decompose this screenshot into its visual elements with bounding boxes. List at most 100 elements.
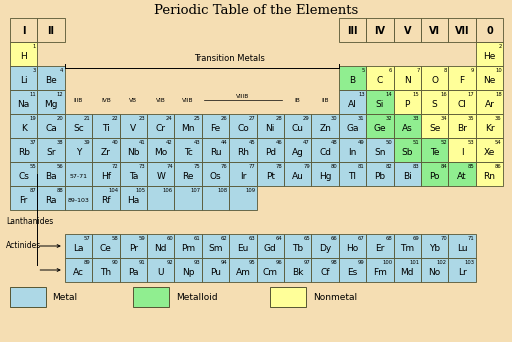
Text: 81: 81 bbox=[358, 164, 365, 169]
Text: Nd: Nd bbox=[155, 245, 167, 253]
Text: Cm: Cm bbox=[263, 268, 278, 277]
Bar bbox=[394, 258, 421, 282]
Text: Lr: Lr bbox=[458, 268, 466, 277]
Text: 61: 61 bbox=[194, 236, 200, 241]
Bar bbox=[421, 162, 449, 186]
Bar bbox=[175, 234, 202, 258]
Bar bbox=[10, 66, 37, 90]
Bar bbox=[10, 186, 37, 210]
Bar bbox=[175, 186, 202, 210]
Text: 93: 93 bbox=[194, 260, 200, 265]
Bar bbox=[366, 258, 394, 282]
Bar bbox=[229, 138, 257, 162]
Text: VIIB: VIIB bbox=[182, 98, 194, 103]
Text: Pu: Pu bbox=[210, 268, 221, 277]
Bar bbox=[366, 138, 394, 162]
Bar bbox=[421, 66, 449, 90]
Text: Mn: Mn bbox=[181, 124, 195, 133]
Text: 55: 55 bbox=[29, 164, 36, 169]
Text: Ne: Ne bbox=[483, 76, 496, 86]
Text: Ti: Ti bbox=[102, 124, 110, 133]
Text: 64: 64 bbox=[276, 236, 283, 241]
Text: 100: 100 bbox=[382, 260, 392, 265]
Text: 73: 73 bbox=[139, 164, 145, 169]
Text: 34: 34 bbox=[440, 116, 447, 121]
Text: III: III bbox=[347, 26, 358, 36]
Text: Zn: Zn bbox=[319, 124, 331, 133]
Bar bbox=[65, 114, 92, 138]
Bar bbox=[202, 114, 229, 138]
Text: 107: 107 bbox=[190, 188, 200, 193]
Text: Cs: Cs bbox=[18, 172, 29, 181]
Text: Xe: Xe bbox=[484, 148, 495, 157]
Text: U: U bbox=[158, 268, 164, 277]
Text: Ar: Ar bbox=[484, 101, 495, 109]
Bar bbox=[284, 234, 311, 258]
Text: Zr: Zr bbox=[101, 148, 111, 157]
Text: Ni: Ni bbox=[266, 124, 275, 133]
Text: Dy: Dy bbox=[319, 245, 331, 253]
Bar bbox=[229, 162, 257, 186]
Bar bbox=[394, 234, 421, 258]
Bar bbox=[394, 90, 421, 114]
Text: Ge: Ge bbox=[374, 124, 386, 133]
Text: 72: 72 bbox=[111, 164, 118, 169]
Bar bbox=[366, 18, 394, 42]
Bar bbox=[449, 138, 476, 162]
Text: 65: 65 bbox=[303, 236, 310, 241]
Text: Au: Au bbox=[292, 172, 304, 181]
Bar bbox=[394, 18, 421, 42]
Text: Pa: Pa bbox=[128, 268, 139, 277]
Bar bbox=[476, 18, 503, 42]
Text: C: C bbox=[377, 76, 383, 86]
Bar bbox=[37, 138, 65, 162]
Text: 25: 25 bbox=[194, 116, 200, 121]
Text: 43: 43 bbox=[194, 140, 200, 145]
Text: 57-71: 57-71 bbox=[70, 174, 88, 180]
Text: 87: 87 bbox=[29, 188, 36, 193]
Text: 63: 63 bbox=[248, 236, 255, 241]
Bar bbox=[449, 114, 476, 138]
Bar bbox=[421, 258, 449, 282]
Text: 40: 40 bbox=[111, 140, 118, 145]
Bar bbox=[421, 138, 449, 162]
Text: Ba: Ba bbox=[45, 172, 57, 181]
Bar bbox=[339, 66, 366, 90]
Bar bbox=[284, 258, 311, 282]
Text: Kr: Kr bbox=[485, 124, 494, 133]
Bar bbox=[175, 258, 202, 282]
Text: Ra: Ra bbox=[46, 196, 57, 206]
Bar bbox=[421, 114, 449, 138]
Text: 24: 24 bbox=[166, 116, 173, 121]
Text: 37: 37 bbox=[29, 140, 36, 145]
Bar bbox=[147, 114, 175, 138]
Text: 70: 70 bbox=[440, 236, 447, 241]
Text: Nonmetal: Nonmetal bbox=[313, 293, 357, 302]
Text: Po: Po bbox=[430, 172, 440, 181]
Text: Es: Es bbox=[347, 268, 357, 277]
Bar bbox=[284, 114, 311, 138]
Text: 4: 4 bbox=[60, 68, 63, 73]
Bar bbox=[147, 234, 175, 258]
Text: Nb: Nb bbox=[127, 148, 140, 157]
Text: 68: 68 bbox=[386, 236, 392, 241]
Text: Pr: Pr bbox=[129, 245, 138, 253]
Bar bbox=[270, 287, 306, 307]
Text: Np: Np bbox=[182, 268, 195, 277]
Bar bbox=[120, 138, 147, 162]
Text: 89: 89 bbox=[84, 260, 91, 265]
Text: 56: 56 bbox=[56, 164, 63, 169]
Bar bbox=[229, 114, 257, 138]
Bar bbox=[202, 234, 229, 258]
Text: Li: Li bbox=[20, 76, 28, 86]
Text: Gd: Gd bbox=[264, 245, 276, 253]
Text: F: F bbox=[460, 76, 465, 86]
Text: 19: 19 bbox=[29, 116, 36, 121]
Text: 105: 105 bbox=[135, 188, 145, 193]
Text: 91: 91 bbox=[139, 260, 145, 265]
Text: 35: 35 bbox=[467, 116, 474, 121]
Bar bbox=[394, 162, 421, 186]
Bar bbox=[65, 162, 92, 186]
Text: 7: 7 bbox=[416, 68, 419, 73]
Text: Cf: Cf bbox=[321, 268, 330, 277]
